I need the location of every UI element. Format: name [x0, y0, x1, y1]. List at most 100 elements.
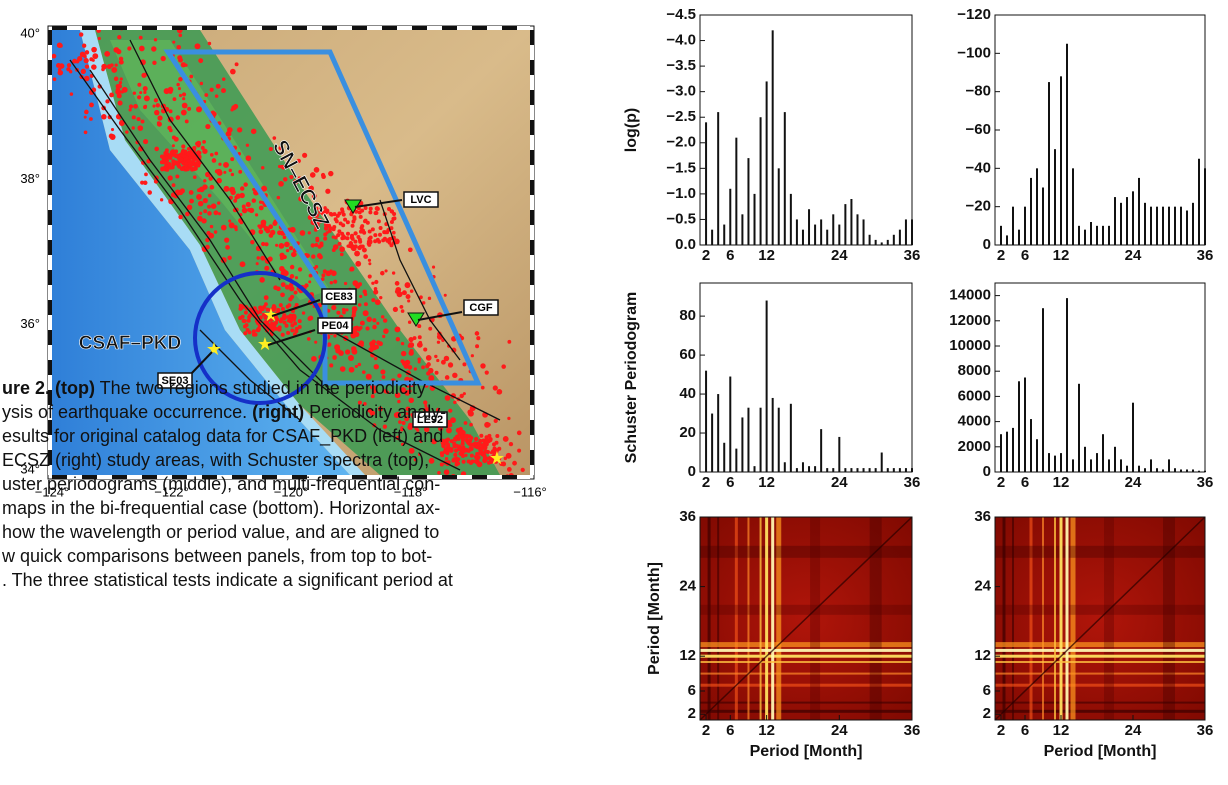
x-tick-label: 24 [1125, 247, 1142, 264]
y-tick-label: 2 [688, 705, 696, 722]
x-tick-label: 6 [1021, 247, 1029, 264]
frame-seg [97, 26, 112, 30]
quake [408, 447, 415, 454]
charts: 2 6 12 24 360.0−0.5−1.0−1.5−2.0−2.5−3.0−3.5−… [623, 6, 1213, 760]
heatmap-band [1059, 517, 1063, 720]
quake [261, 241, 266, 247]
quake [336, 310, 341, 315]
markers: ★ ★ ★ ★ [189, 199, 505, 468]
x-tick-label: 12 [1053, 474, 1070, 491]
bar [1174, 206, 1176, 245]
quake [475, 344, 480, 349]
quake [400, 387, 406, 393]
quake [298, 196, 304, 202]
quake [396, 291, 403, 298]
quake [188, 190, 194, 195]
quake [391, 216, 396, 221]
quake [177, 87, 181, 91]
quake [374, 279, 379, 285]
quake [192, 175, 197, 180]
quake [58, 43, 63, 48]
frame-seg [48, 300, 52, 315]
quake [451, 347, 457, 353]
heatmap-band [1042, 517, 1044, 720]
bar [1180, 206, 1182, 245]
frame-seg [48, 255, 52, 270]
quake [194, 43, 201, 50]
quake [157, 115, 163, 121]
quake [258, 205, 264, 211]
quake [431, 438, 437, 445]
quake [194, 161, 199, 166]
quake [365, 326, 370, 331]
quake [484, 439, 489, 444]
quake [228, 219, 232, 223]
quake [405, 406, 411, 412]
quake [167, 86, 174, 93]
quake [168, 128, 173, 133]
site-box [403, 191, 439, 208]
fault [379, 199, 461, 361]
y-tick-label: 36 [974, 508, 991, 525]
quake [400, 350, 407, 357]
caption-run: uster periodograms (middle), and multi-f… [2, 474, 440, 494]
site-box [157, 372, 193, 389]
quake [374, 344, 380, 350]
quake [255, 262, 259, 266]
quake [197, 150, 202, 155]
y-tick-label: −100 [957, 44, 991, 61]
quake [417, 335, 422, 340]
frame-seg [48, 90, 52, 105]
bar [814, 466, 817, 472]
quake [177, 55, 183, 61]
quake [505, 474, 509, 475]
quake [202, 148, 208, 154]
quake [452, 441, 457, 446]
quake [323, 232, 328, 237]
frame-seg [337, 475, 352, 479]
bar [826, 229, 829, 245]
quake [392, 306, 398, 313]
quake [250, 128, 257, 135]
quake [175, 115, 181, 120]
quake [339, 246, 345, 253]
bar [1042, 187, 1044, 245]
bar [850, 199, 853, 245]
quake [408, 397, 415, 404]
quake [359, 294, 363, 298]
quake [169, 150, 174, 155]
map-y-tick: 38° [20, 171, 40, 186]
quake [486, 422, 491, 427]
quake [436, 358, 440, 363]
frame-seg [277, 475, 292, 479]
quake [386, 206, 391, 211]
quake [181, 102, 188, 109]
quake [254, 213, 259, 217]
seismicity [52, 30, 525, 475]
quake [349, 235, 354, 240]
caption-run: ysis of earthquake occurrence. [2, 402, 252, 422]
bar [771, 397, 774, 472]
quake [404, 416, 410, 422]
quake [453, 400, 457, 405]
heatmap-band [1065, 517, 1069, 720]
y-tick-label: −1.5 [666, 159, 696, 176]
quake [331, 304, 337, 311]
bar [801, 462, 804, 472]
quake [386, 390, 390, 394]
frame-seg [530, 405, 534, 420]
quake [196, 106, 203, 113]
quake [239, 261, 246, 268]
quake [496, 389, 503, 395]
quake [354, 331, 360, 337]
heatmap-band [759, 517, 762, 720]
frame-seg [48, 210, 52, 225]
leader [267, 329, 316, 346]
quake [417, 357, 422, 362]
frame-seg [112, 26, 127, 30]
region-sn-ecsz [163, 49, 482, 386]
quake [154, 109, 160, 116]
quake [431, 265, 436, 269]
x-tick-label: 6 [1021, 722, 1029, 739]
frame-seg [48, 120, 52, 135]
